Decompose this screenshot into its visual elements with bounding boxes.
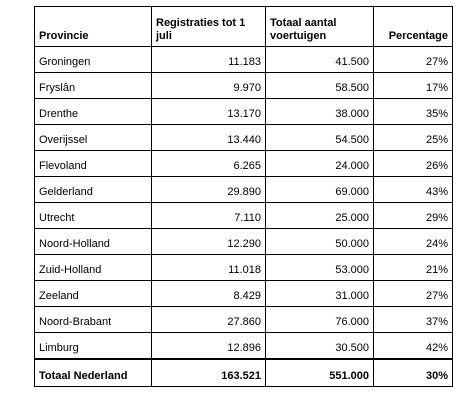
total-row: Totaal Nederland 163.521 551.000 30% xyxy=(34,357,453,387)
cell-provincie: Zeeland xyxy=(34,280,152,307)
table-row: Zuid-Holland 11.018 53.000 21% xyxy=(34,254,453,281)
cell-voertuigen: 551.000 xyxy=(265,357,374,387)
cell-provincie: Utrecht xyxy=(34,202,152,229)
cell-registraties: 12.896 xyxy=(151,332,266,359)
cell-percentage: 29% xyxy=(373,202,453,229)
cell-voertuigen: 54.500 xyxy=(265,124,374,151)
cell-registraties: 11.183 xyxy=(151,46,266,73)
cell-percentage: 30% xyxy=(373,357,453,387)
cell-percentage: 27% xyxy=(373,46,453,73)
cell-provincie: Gelderland xyxy=(34,176,152,203)
cell-voertuigen: 38.000 xyxy=(265,98,374,125)
table-row: Limburg 12.896 30.500 42% xyxy=(34,332,453,359)
table-row: Utrecht 7.110 25.000 29% xyxy=(34,202,453,229)
cell-percentage: 43% xyxy=(373,176,453,203)
cell-registraties: 7.110 xyxy=(151,202,266,229)
table-row: Noord-Brabant 27.860 76.000 37% xyxy=(34,306,453,333)
table-row: Flevoland 6.265 24.000 26% xyxy=(34,150,453,177)
cell-provincie: Groningen xyxy=(34,46,152,73)
cell-percentage: 37% xyxy=(373,306,453,333)
cell-percentage: 21% xyxy=(373,254,453,281)
provinces-table: Provincie Registraties tot 1 juli Totaal… xyxy=(34,6,453,387)
cell-voertuigen: 69.000 xyxy=(265,176,374,203)
cell-provincie: Noord-Holland xyxy=(34,228,152,255)
table-row: Noord-Holland 12.290 50.000 24% xyxy=(34,228,453,255)
cell-percentage: 27% xyxy=(373,280,453,307)
cell-voertuigen: 50.000 xyxy=(265,228,374,255)
header-provincie: Provincie xyxy=(34,6,152,47)
cell-percentage: 42% xyxy=(373,332,453,359)
table-row: Fryslân 9.970 58.500 17% xyxy=(34,72,453,99)
cell-percentage: 35% xyxy=(373,98,453,125)
cell-registraties: 12.290 xyxy=(151,228,266,255)
cell-percentage: 24% xyxy=(373,228,453,255)
cell-percentage: 25% xyxy=(373,124,453,151)
cell-voertuigen: 25.000 xyxy=(265,202,374,229)
cell-registraties: 29.890 xyxy=(151,176,266,203)
cell-voertuigen: 24.000 xyxy=(265,150,374,177)
cell-voertuigen: 76.000 xyxy=(265,306,374,333)
cell-voertuigen: 58.500 xyxy=(265,72,374,99)
cell-registraties: 13.170 xyxy=(151,98,266,125)
header-voertuigen: Totaal aantal voertuigen xyxy=(265,6,374,47)
cell-provincie: Totaal Nederland xyxy=(34,357,152,387)
cell-registraties: 11.018 xyxy=(151,254,266,281)
cell-percentage: 26% xyxy=(373,150,453,177)
cell-provincie: Limburg xyxy=(34,332,152,359)
table-row: Overijssel 13.440 54.500 25% xyxy=(34,124,453,151)
cell-provincie: Flevoland xyxy=(34,150,152,177)
table-row: Groningen 11.183 41.500 27% xyxy=(34,46,453,73)
cell-voertuigen: 31.000 xyxy=(265,280,374,307)
table-row: Gelderland 29.890 69.000 43% xyxy=(34,176,453,203)
cell-percentage: 17% xyxy=(373,72,453,99)
cell-registraties: 9.970 xyxy=(151,72,266,99)
header-row: Provincie Registraties tot 1 juli Totaal… xyxy=(34,6,453,47)
header-percentage: Percentage xyxy=(373,6,453,47)
header-registraties: Registraties tot 1 juli xyxy=(151,6,266,47)
table-row: Drenthe 13.170 38.000 35% xyxy=(34,98,453,125)
cell-registraties: 13.440 xyxy=(151,124,266,151)
cell-provincie: Noord-Brabant xyxy=(34,306,152,333)
cell-registraties: 6.265 xyxy=(151,150,266,177)
cell-voertuigen: 41.500 xyxy=(265,46,374,73)
cell-registraties: 27.860 xyxy=(151,306,266,333)
cell-provincie: Overijssel xyxy=(34,124,152,151)
cell-registraties: 8.429 xyxy=(151,280,266,307)
cell-provincie: Fryslân xyxy=(34,72,152,99)
table-row: Zeeland 8.429 31.000 27% xyxy=(34,280,453,307)
cell-registraties: 163.521 xyxy=(151,357,266,387)
cell-voertuigen: 53.000 xyxy=(265,254,374,281)
cell-provincie: Drenthe xyxy=(34,98,152,125)
cell-voertuigen: 30.500 xyxy=(265,332,374,359)
cell-provincie: Zuid-Holland xyxy=(34,254,152,281)
